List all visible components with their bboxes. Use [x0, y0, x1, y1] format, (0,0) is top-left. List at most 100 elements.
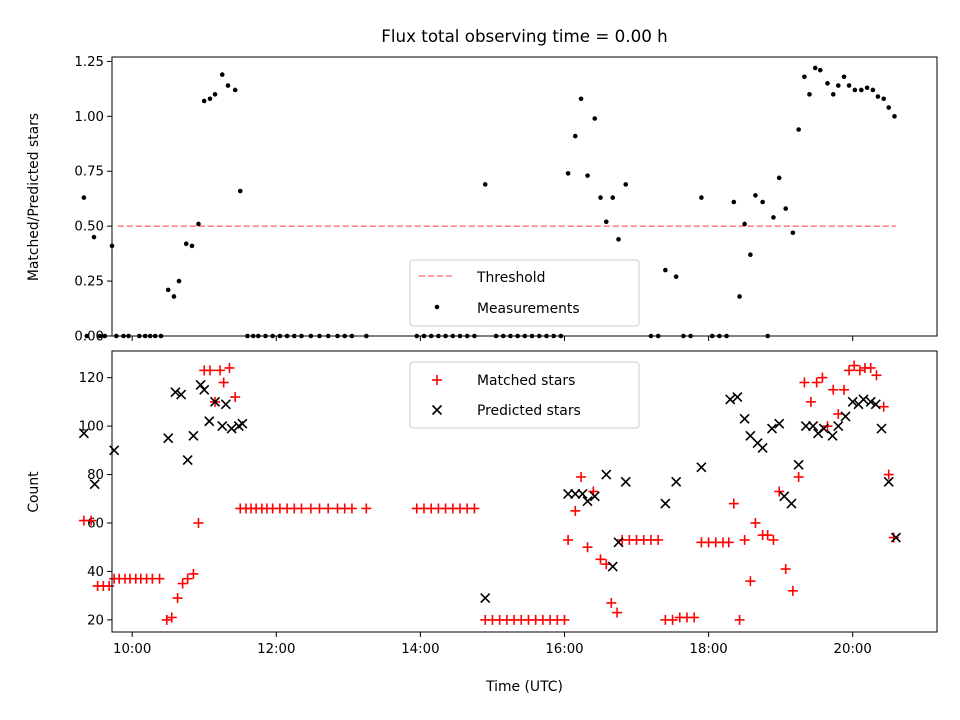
measurement-point	[783, 206, 788, 211]
measurement-point	[737, 294, 742, 299]
bottom-x-tick-label: 16:00	[545, 642, 583, 657]
matched-star-point	[723, 537, 734, 548]
matched-star-point	[728, 498, 739, 509]
measurement-point	[673, 274, 679, 279]
measurement-point	[201, 98, 207, 104]
measurement-point	[776, 175, 782, 181]
predicted-star-point	[671, 476, 682, 487]
predicted-star-point	[766, 423, 778, 434]
matched-star-point	[161, 614, 172, 625]
measurement-point	[852, 87, 858, 93]
matched-star-point	[849, 360, 860, 371]
matched-star-point	[739, 534, 750, 545]
predicted-star-point	[757, 442, 768, 453]
top-y-tick-label: 1.00	[74, 110, 104, 125]
predicted-star-point	[182, 454, 193, 466]
measurement-point	[825, 81, 830, 86]
bottom-x-tick-label: 14:00	[401, 642, 439, 657]
matched-star-point	[314, 503, 325, 514]
predicted-star-point	[78, 428, 89, 439]
predicted-star-point	[577, 488, 588, 499]
matched-star-point	[296, 503, 307, 514]
bottom-y-axis-label: Count	[26, 471, 42, 513]
matched-star-point	[86, 515, 97, 526]
matched-star-point	[469, 503, 480, 514]
top-legend-box	[409, 259, 640, 327]
matched-star-point	[689, 612, 700, 623]
predicted-star-point	[188, 430, 199, 441]
predicted-star-point	[696, 462, 707, 473]
matched-star-point	[817, 372, 828, 383]
measurement-point	[623, 182, 629, 187]
predicted-star-point	[209, 396, 221, 407]
chart-title: Flux total observing time = 0.00 h	[381, 26, 667, 46]
measurement-point	[830, 92, 836, 97]
predicted-star-point	[800, 421, 811, 432]
predicted-star-point	[890, 532, 901, 543]
predicted-star-point	[589, 491, 600, 502]
legend-predicted-label: Predicted stars	[477, 403, 581, 419]
predicted-star-point	[883, 476, 894, 487]
measurement-point	[817, 67, 823, 73]
top-y-tick-label: 1.25	[74, 55, 104, 70]
matched-star-point	[563, 534, 574, 545]
predicted-star-point	[833, 421, 844, 432]
matched-star-point	[667, 614, 678, 625]
matched-star-point	[883, 469, 894, 480]
matched-star-point	[182, 573, 193, 584]
measurement-point	[610, 195, 616, 200]
top-y-tick-label: 0.75	[74, 165, 104, 180]
measurement-point	[886, 105, 892, 110]
bottom-tick-layer: 20 40 60 80 100 120 10:00 12:00 14:00 16:00 18:00 2…	[79, 371, 872, 657]
measurement-point	[731, 199, 737, 205]
matched-star-point	[734, 614, 745, 625]
matched-star-point	[346, 503, 357, 514]
measurement-point	[97, 333, 103, 339]
predicted-star-point	[582, 496, 593, 507]
measurement-point	[585, 173, 590, 178]
bottom-x-tick-label: 20:00	[834, 642, 872, 657]
predicted-star-point	[870, 399, 881, 410]
measurement-point	[598, 195, 603, 200]
predicted-star-point	[808, 421, 819, 432]
measurement-point	[812, 65, 818, 71]
predicted-star-point	[876, 423, 887, 434]
matched-star-point	[844, 365, 855, 376]
predicted-star-point	[725, 394, 736, 405]
measurement-point	[790, 230, 796, 236]
matched-star-point	[230, 392, 241, 403]
matched-star-point	[218, 377, 229, 388]
measurement-point	[225, 83, 231, 88]
matched-star-point	[878, 401, 889, 412]
bottom-x-tick-label: 18:00	[689, 642, 727, 657]
measurement-point	[796, 127, 801, 132]
top-y-tick-label: 0.25	[74, 275, 104, 290]
predicted-star-point	[660, 498, 671, 509]
matched-star-point	[361, 503, 372, 514]
predicted-star-point	[570, 488, 581, 499]
predicted-star-point	[176, 389, 187, 400]
measurement-point	[237, 188, 243, 194]
bottom-x-tick-label: 10:00	[113, 642, 151, 657]
measurement-point	[742, 221, 747, 227]
legend-measurements-swatch	[434, 304, 440, 310]
measurement-point	[881, 96, 886, 102]
matched-star-point	[793, 471, 804, 482]
measurement-point	[603, 219, 609, 225]
matched-star-point	[865, 362, 876, 373]
top-axes-frame	[111, 56, 938, 337]
matched-star-point	[595, 554, 606, 565]
measurement-point	[807, 92, 812, 97]
measurement-point	[748, 252, 753, 258]
matched-star-point	[871, 370, 882, 381]
measurement-point	[771, 215, 776, 220]
predicted-star-point	[840, 411, 851, 422]
matched-star-point	[172, 593, 183, 604]
matched-star-point	[204, 365, 215, 376]
measurement-point	[565, 171, 571, 176]
predicted-star-point	[818, 423, 829, 434]
matched-star-point	[177, 578, 188, 589]
matched-star-point	[888, 532, 899, 543]
matched-star-point	[224, 362, 235, 373]
predicted-star-point	[786, 498, 797, 509]
